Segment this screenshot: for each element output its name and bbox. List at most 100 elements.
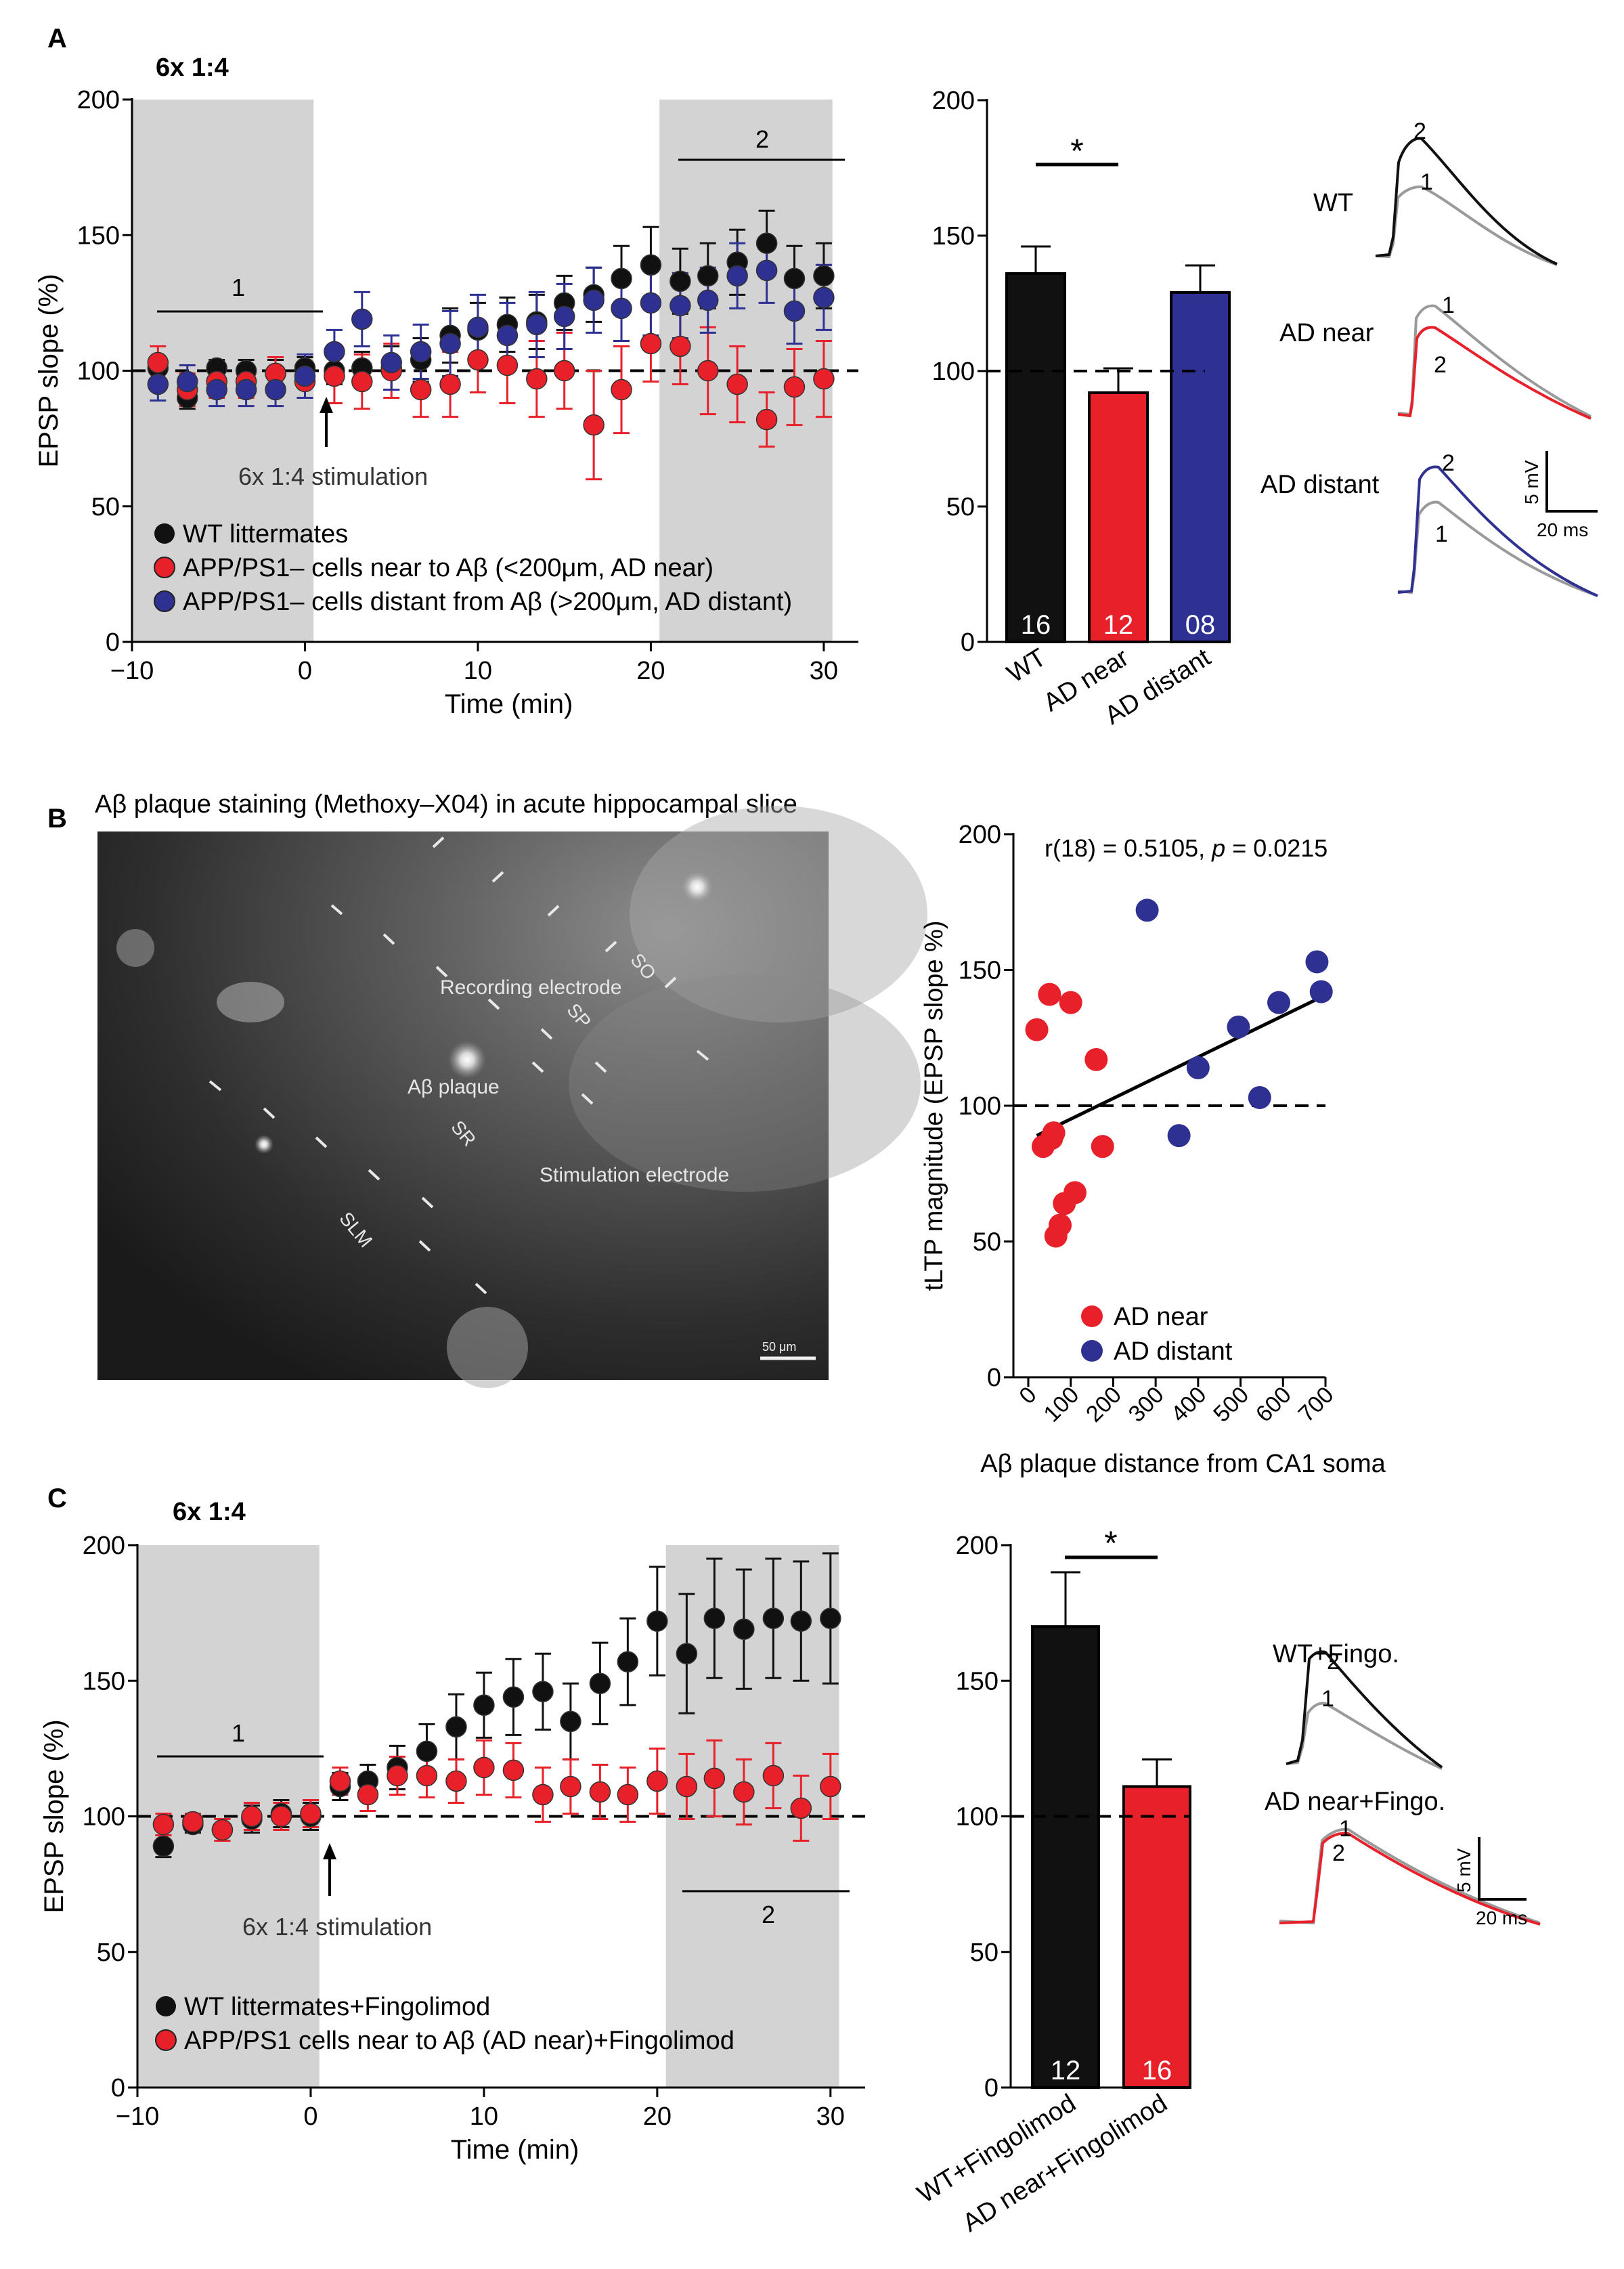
data-point <box>265 379 286 401</box>
y-tick-label: 200 <box>83 1532 125 1560</box>
trace-near-fingo-num1: 1 <box>1339 1816 1352 1842</box>
legend-marker-near-fingo <box>155 2029 177 2051</box>
y-tick-label: 0 <box>106 628 120 657</box>
stat-p: p <box>1211 834 1225 862</box>
y-tick-label: 150 <box>83 1667 125 1695</box>
x-tick-label: WT <box>1002 643 1051 689</box>
trace-distant-baseline <box>1397 500 1598 597</box>
x-tick-label: 20 <box>643 2102 672 2131</box>
data-point <box>324 341 345 363</box>
y-tick-label: 150 <box>956 1667 998 1695</box>
data-point <box>611 379 632 401</box>
data-point <box>294 365 316 387</box>
bar-n-label: 16 <box>1021 610 1051 640</box>
data-point <box>640 332 662 355</box>
y-tick-label: 100 <box>959 1092 1001 1121</box>
data-point <box>611 267 632 290</box>
data-point <box>1063 1181 1087 1205</box>
data-point <box>676 1775 698 1798</box>
y-tick-label: 50 <box>973 1228 1001 1257</box>
data-point <box>726 373 748 395</box>
data-point <box>762 1607 785 1629</box>
data-point <box>611 297 632 320</box>
trace-wt-num2: 2 <box>1413 118 1426 144</box>
legend-label-wt-fingo: WT littermates+Fingolimod <box>184 1993 490 2021</box>
data-point <box>467 316 489 339</box>
trace-label-near-fingo: AD near+Fingo. <box>1265 1788 1445 1816</box>
trace-wt-num1: 1 <box>1420 169 1433 195</box>
data-point <box>532 1681 554 1703</box>
data-point <box>1186 1056 1210 1079</box>
data-point <box>439 332 461 355</box>
data-point <box>532 1784 554 1806</box>
x-axis-label: Time (min) <box>451 2135 579 2165</box>
panel-label-b: B <box>47 804 67 834</box>
panel-c-legend: WT littermates+Fingolimod APP/PS1 cells … <box>155 1993 734 2055</box>
y-tick-label: 200 <box>932 87 975 115</box>
bar <box>1031 1625 1100 2089</box>
y-tick-label: 200 <box>77 86 120 114</box>
trace-near-num2: 2 <box>1434 352 1447 378</box>
panel-b-stat: r(18) = 0.5105, p = 0.0215 <box>1045 834 1327 862</box>
slice-image <box>97 806 927 1388</box>
y-axis-label: EPSP slope (%) <box>34 274 64 467</box>
data-point <box>329 1770 351 1792</box>
trace-label-distant: AD distant <box>1260 471 1380 499</box>
legend-marker-ad-near <box>154 557 175 578</box>
trace-wt-fingo-num2: 2 <box>1327 1649 1340 1674</box>
data-point <box>813 265 835 287</box>
data-point <box>177 370 198 393</box>
y-tick-label: 100 <box>956 1803 998 1832</box>
data-point <box>813 368 835 390</box>
data-point <box>790 1797 812 1819</box>
data-point <box>1025 1018 1049 1041</box>
legend-marker-near <box>1081 1305 1103 1327</box>
legend-label-distant: AD distant <box>1114 1337 1233 1366</box>
data-point <box>410 379 432 401</box>
bar-n-label: 12 <box>1103 610 1134 640</box>
data-point <box>553 305 575 328</box>
trace-near-fingo-post <box>1279 1832 1541 1926</box>
data-point <box>1167 1124 1191 1148</box>
data-point <box>473 1756 495 1779</box>
panel-a-stimulation-label: 6x 1:4 stimulation <box>238 462 428 490</box>
trace-distant-num1: 1 <box>1435 521 1448 547</box>
data-point <box>703 1767 726 1790</box>
y-tick-label: 150 <box>959 957 1001 985</box>
legend-label-near-fingo: APP/PS1 cells near to Aβ (AD near)+Fingo… <box>184 2027 734 2055</box>
trace-wt-fingo-baseline <box>1286 1702 1443 1770</box>
x-tick-label: 700 <box>1294 1382 1339 1427</box>
data-point <box>270 1805 292 1828</box>
data-point <box>1091 1135 1114 1159</box>
label-plaque: Aβ plaque <box>408 1076 500 1098</box>
x-tick-label: 0 <box>303 2102 317 2131</box>
panel-a-period2-label: 2 <box>755 125 769 153</box>
data-point <box>1049 1213 1072 1237</box>
panel-c-traces: WT+Fingo. 1 2 AD near+Fingo. 1 2 5 mV 20… <box>1265 1640 1541 1928</box>
y-tick-label: 200 <box>956 1532 998 1560</box>
panel-label-a: A <box>47 24 67 53</box>
data-point <box>147 373 169 395</box>
data-point <box>526 314 548 336</box>
x-axis-label: Time (min) <box>445 689 573 719</box>
panel-c-scale-bar <box>1478 1837 1527 1901</box>
data-point <box>416 1740 438 1763</box>
data-point <box>755 408 778 431</box>
data-point <box>147 351 169 374</box>
data-point <box>324 365 345 387</box>
bar <box>1088 391 1149 643</box>
legend-marker-wt <box>154 523 175 544</box>
x-tick-label: 500 <box>1208 1382 1254 1427</box>
data-point <box>697 265 719 287</box>
y-tick-label: 200 <box>959 821 1001 849</box>
y-tick-label: 150 <box>77 221 120 250</box>
x-tick-label: 30 <box>810 657 838 685</box>
data-point <box>646 1770 668 1792</box>
trace-near-fingo-num2: 2 <box>1332 1840 1345 1866</box>
layer-dashes <box>209 836 709 1295</box>
panel-a-period1-label: 1 <box>232 274 245 301</box>
